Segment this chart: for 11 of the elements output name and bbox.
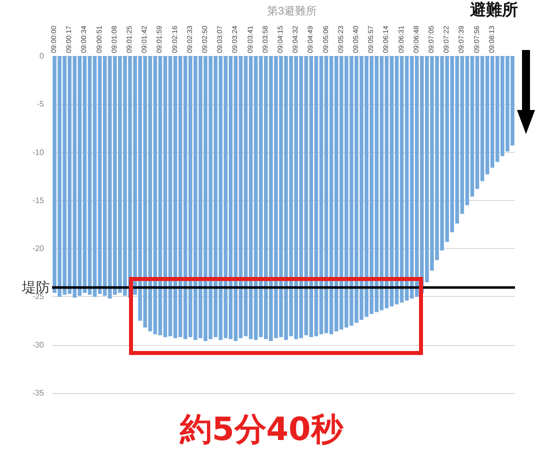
chart-title: 第3避難所 xyxy=(266,4,318,18)
y-tick-label: -10 xyxy=(32,148,45,157)
text: 避難所 xyxy=(470,0,518,21)
y-tick-label: -5 xyxy=(36,100,45,109)
y-tick-label: 0 xyxy=(40,52,45,60)
y-tick-label: -20 xyxy=(32,244,45,254)
y-tick-label: -25 xyxy=(32,292,45,302)
text: 約5分40秒 xyxy=(180,409,343,450)
y-tick-label: -30 xyxy=(32,340,45,350)
y-tick-label: -15 xyxy=(32,196,45,205)
y-tick-label: -35 xyxy=(32,388,45,398)
